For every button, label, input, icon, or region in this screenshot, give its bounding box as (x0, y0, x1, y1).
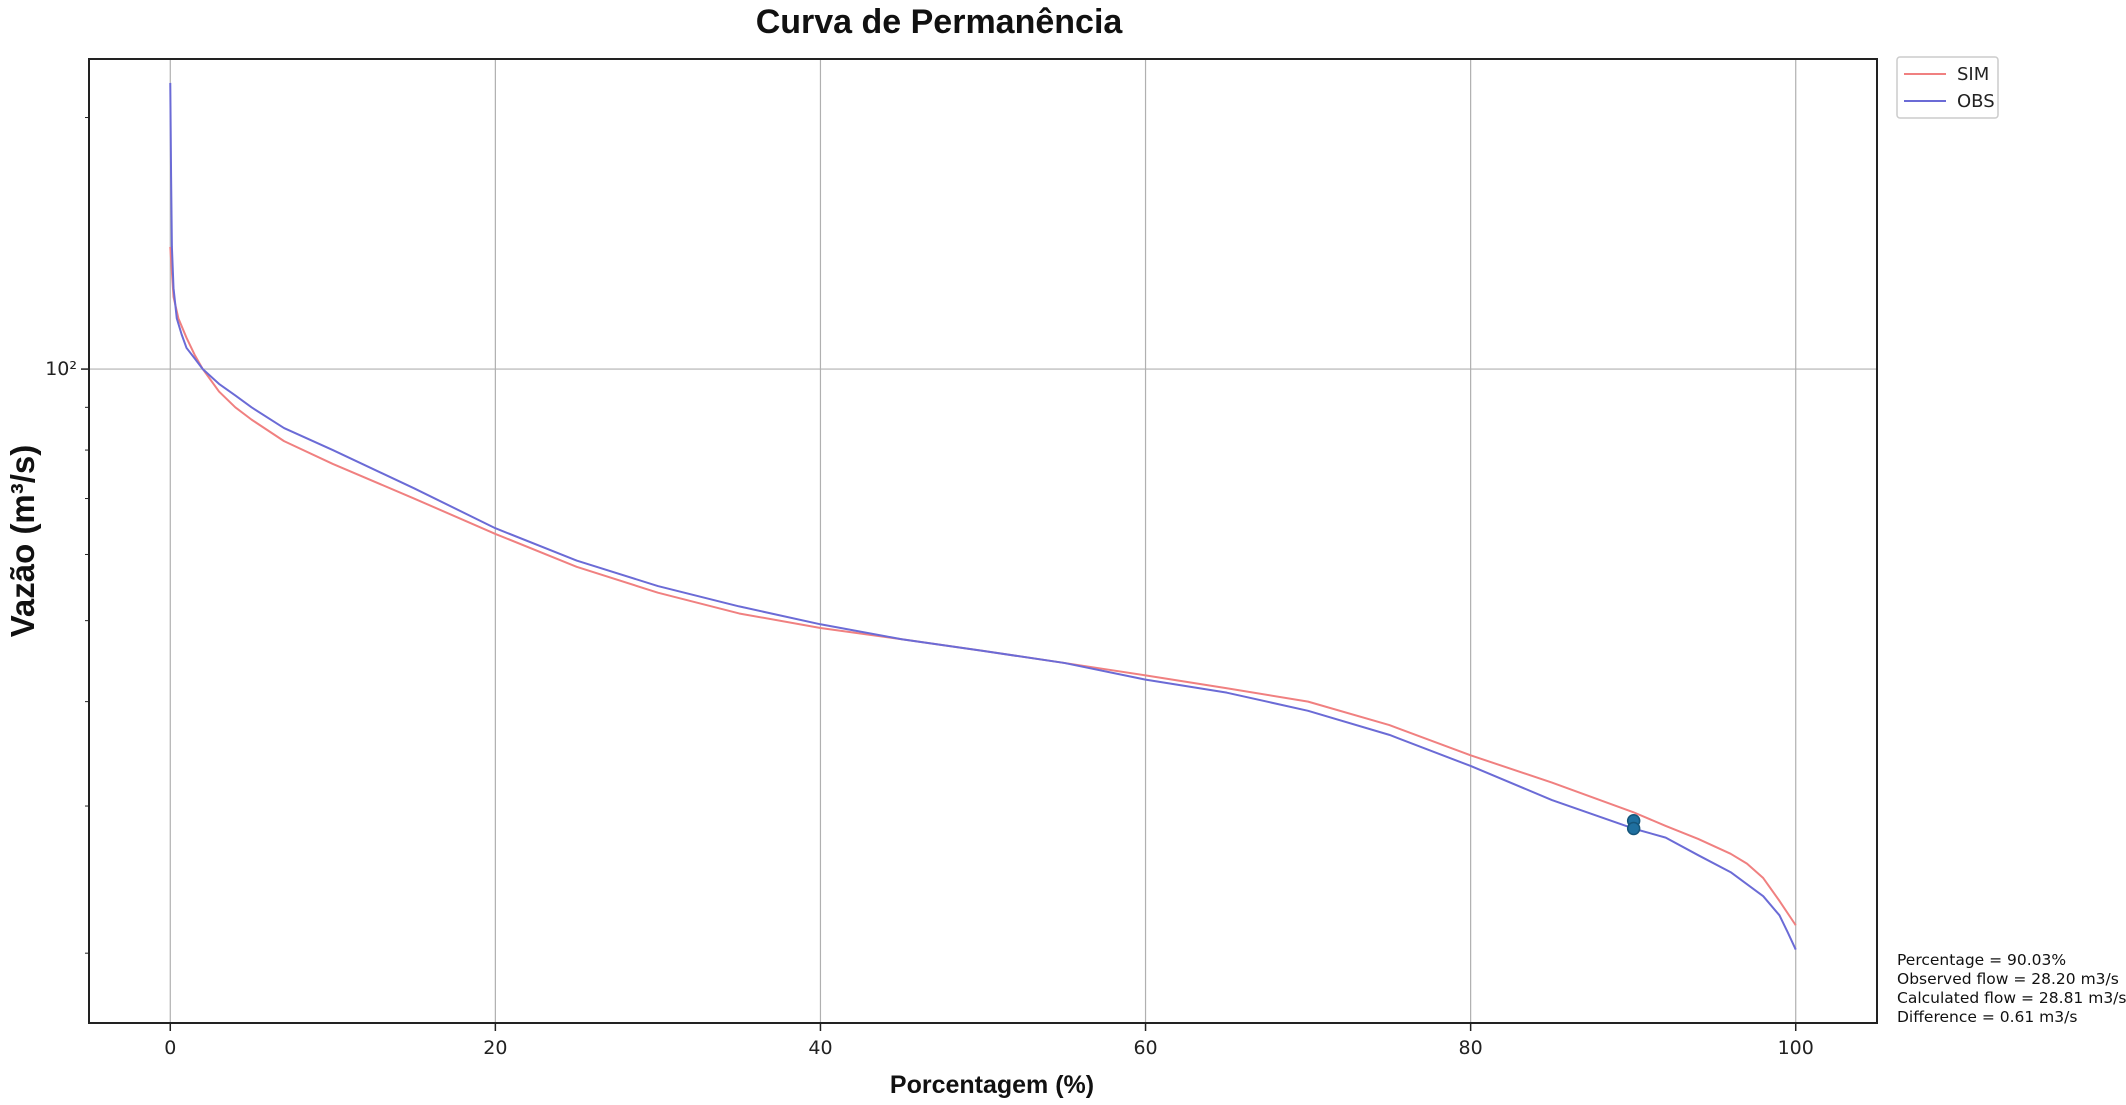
legend-box (1896, 56, 1999, 119)
highlight-point (1626, 821, 1641, 836)
highlight-points (1626, 813, 1641, 836)
x-axis-ticks: 0 20 40 60 80 100 (164, 1023, 1814, 1059)
annotation-observed-flow: Observed flow = 28.20 m3/s (1897, 970, 2119, 988)
x-tick-label: 80 (1459, 1037, 1483, 1059)
point-info-annotation: Percentage = 90.03% Observed flow = 28.2… (1897, 951, 2126, 1026)
annotation-calculated-flow: Calculated flow = 28.81 m3/s (1897, 989, 2126, 1007)
y-axis-ticks: 10² (45, 117, 89, 954)
legend-sim-label: SIM (1957, 64, 1989, 85)
legend: SIM OBS (1896, 56, 1999, 119)
x-tick-label: 40 (808, 1037, 832, 1059)
series-line-obs (169, 82, 1797, 950)
plot-frame (88, 58, 1878, 1024)
annotation-percentage: Percentage = 90.03% (1897, 951, 2066, 969)
legend-obs-label: OBS (1957, 91, 1995, 112)
y-tick-label: 10² (45, 358, 77, 380)
y-axis-label: Vazão (m³/s) (4, 445, 41, 638)
grid (89, 59, 1877, 1023)
x-axis-label: Porcentagem (%) (890, 1071, 1094, 1099)
annotation-difference: Difference = 0.61 m3/s (1897, 1008, 2077, 1026)
x-tick-label: 60 (1133, 1037, 1157, 1059)
chart-title: Curva de Permanência (756, 3, 1124, 41)
plot-lines (169, 82, 1797, 950)
x-tick-label: 100 (1778, 1037, 1814, 1059)
x-tick-label: 0 (164, 1037, 176, 1059)
series-line-sim (169, 246, 1797, 926)
x-tick-label: 20 (483, 1037, 507, 1059)
